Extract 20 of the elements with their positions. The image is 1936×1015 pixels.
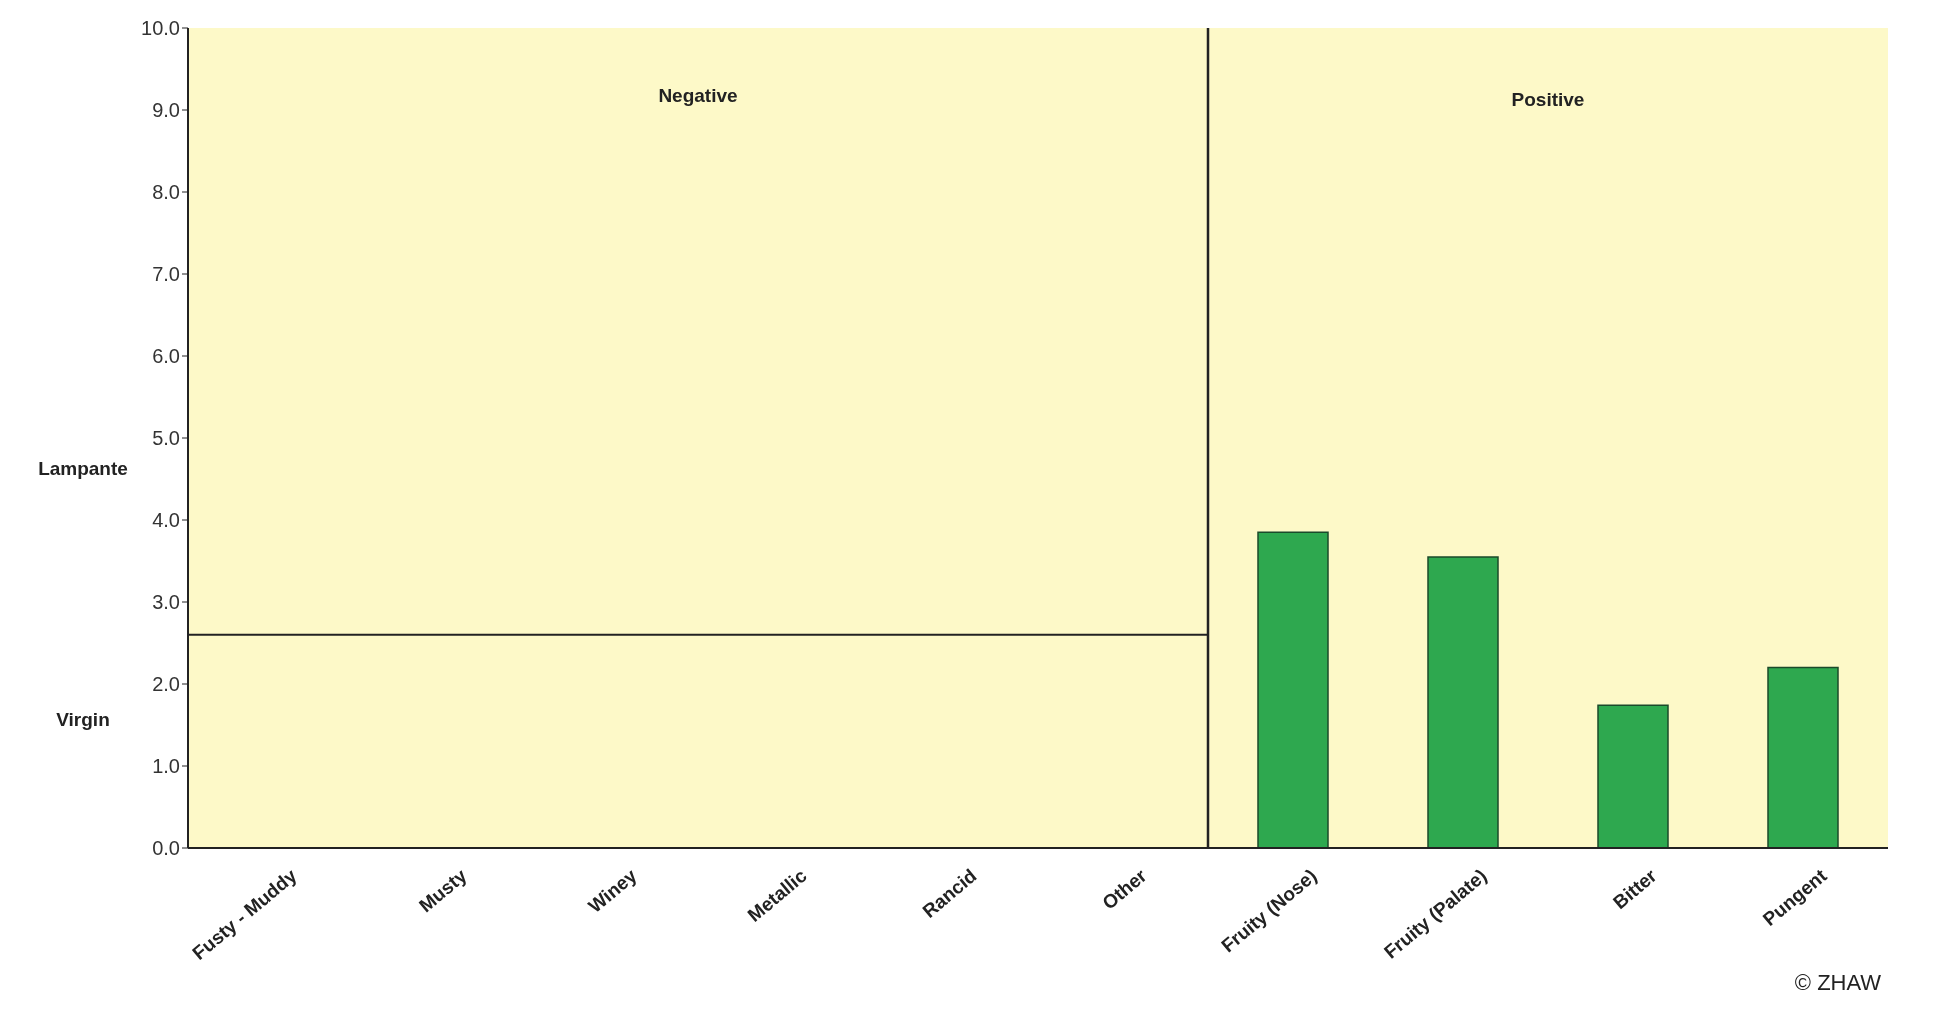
y-tick-label: 1.0 xyxy=(152,755,180,778)
text: Lampante xyxy=(38,457,128,479)
bar xyxy=(1597,704,1669,848)
y-tick-label: 4.0 xyxy=(152,509,180,532)
y-tick-label: 9.0 xyxy=(152,99,180,122)
y-tick-label: 5.0 xyxy=(152,427,180,450)
y-tick-label: 8.0 xyxy=(152,181,180,204)
y-tick-label: 10.0 xyxy=(141,17,180,40)
text: © ZHAW xyxy=(1794,970,1882,995)
y-tick-label: 2.0 xyxy=(152,673,180,696)
bar xyxy=(1427,556,1499,848)
annotation: Positive xyxy=(1511,88,1585,110)
annotation: Negative xyxy=(658,84,738,106)
bar xyxy=(1767,666,1839,848)
y-tick-label: 7.0 xyxy=(152,263,180,286)
bar xyxy=(1257,531,1329,848)
text: Virgin xyxy=(56,709,110,731)
y-tick-label: 6.0 xyxy=(152,345,180,368)
y-tick-label: 0.0 xyxy=(152,837,180,860)
y-tick-label: 3.0 xyxy=(152,591,180,614)
